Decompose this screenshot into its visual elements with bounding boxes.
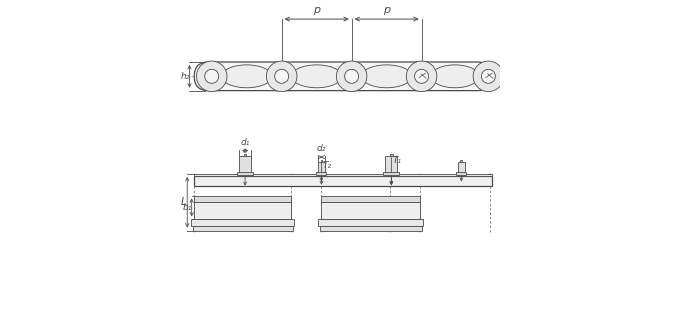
Text: h₂: h₂ (181, 72, 190, 81)
Bar (385, 156, 398, 174)
Text: b₁: b₁ (183, 203, 192, 212)
Circle shape (196, 61, 227, 92)
Circle shape (345, 69, 359, 83)
Circle shape (274, 69, 289, 83)
Bar (321, 202, 420, 219)
Circle shape (481, 69, 495, 83)
Bar (194, 196, 291, 202)
Bar (390, 154, 393, 156)
Text: T₂: T₂ (323, 161, 332, 170)
Bar (318, 219, 423, 226)
Ellipse shape (362, 65, 412, 88)
Circle shape (205, 69, 219, 83)
Circle shape (266, 61, 297, 92)
Text: L: L (181, 197, 187, 207)
Text: T₁: T₁ (393, 156, 402, 165)
Circle shape (473, 61, 504, 92)
Bar (194, 174, 492, 176)
Circle shape (415, 69, 428, 83)
Ellipse shape (431, 65, 479, 88)
Bar (191, 219, 294, 226)
Circle shape (336, 61, 367, 92)
Text: d₁: d₁ (240, 138, 250, 147)
Bar (193, 226, 293, 231)
Bar (383, 172, 399, 175)
Text: p: p (383, 5, 390, 15)
Ellipse shape (221, 65, 272, 88)
Text: d₂: d₂ (317, 144, 326, 153)
Bar (460, 160, 462, 162)
Bar (194, 176, 492, 186)
Bar (321, 196, 420, 202)
Bar (458, 162, 465, 174)
FancyBboxPatch shape (194, 62, 492, 91)
Bar (244, 154, 247, 156)
Bar (321, 160, 322, 162)
Bar (320, 226, 422, 231)
Bar (317, 172, 326, 175)
Bar (237, 172, 253, 175)
Bar (194, 202, 291, 219)
Bar (456, 172, 466, 175)
Bar (317, 162, 326, 174)
Text: p: p (313, 5, 320, 15)
Bar (239, 156, 251, 174)
Circle shape (407, 61, 437, 92)
Ellipse shape (291, 65, 342, 88)
